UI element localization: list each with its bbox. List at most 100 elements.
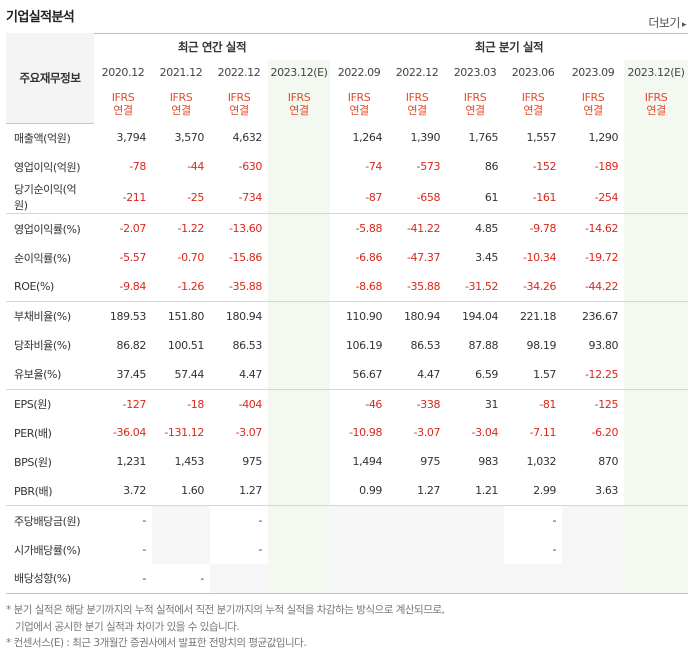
- value-cell: [624, 123, 689, 153]
- value-cell: 1.21: [446, 476, 505, 507]
- row-label: 부채비율(%): [14, 310, 71, 324]
- value-cell: 975: [242, 455, 262, 469]
- value-cell: 1.60: [152, 476, 210, 507]
- value-cell: -3.07: [235, 426, 263, 440]
- value-cell: 236.67: [581, 309, 619, 323]
- value-cell: 4,632: [232, 131, 263, 145]
- period-header: 2023.12(E): [268, 60, 331, 85]
- value-cell: 4.47: [210, 359, 268, 390]
- value-cell: -: [552, 543, 557, 557]
- value-cell: -3.07: [413, 426, 441, 440]
- value-cell: 61: [446, 181, 505, 215]
- value-cell: [504, 563, 563, 594]
- value-cell: [330, 535, 389, 564]
- more-link[interactable]: 더보기 ▸: [648, 14, 686, 31]
- table-row: PBR(배) 3.72 1.60 1.27 0.99 1.27 1.21 2.99 3.63: [6, 476, 689, 507]
- value-cell: -8.68: [330, 272, 389, 302]
- value-cell: 100.51: [167, 338, 204, 352]
- value-cell: -41.22: [406, 222, 441, 236]
- row-label: 당좌비율(%): [14, 339, 71, 353]
- basis-consolidation: 연결: [289, 104, 309, 117]
- period-header: 2022.12: [217, 66, 261, 79]
- value-cell: -2.07: [119, 222, 147, 236]
- value-cell: 87.88: [468, 338, 499, 352]
- value-cell: 3,570: [174, 131, 205, 145]
- row-label: 당기순이익(억원): [6, 181, 94, 215]
- footnote-consensus: * 컨센서스(E) : 최근 3개월간 증권사에서 발표한 전망치의 평균값입니…: [6, 637, 307, 649]
- value-cell: -734: [210, 181, 268, 215]
- value-cell: 1,264: [352, 131, 383, 145]
- value-cell: -: [258, 514, 262, 528]
- value-cell: -46: [365, 397, 383, 411]
- value-cell: -44: [187, 160, 204, 174]
- value-cell: 1,765: [468, 131, 499, 145]
- value-cell: 86.53: [232, 338, 263, 352]
- value-cell: [624, 181, 689, 215]
- value-cell: 56.67: [330, 359, 389, 390]
- value-cell: 57.44: [152, 359, 210, 390]
- value-cell: 1,231: [116, 455, 147, 469]
- value-cell: -1.22: [177, 222, 205, 236]
- value-cell: 93.80: [588, 338, 619, 352]
- row-label: 주당배당금(원): [14, 514, 81, 528]
- value-cell: -25: [152, 181, 210, 215]
- basis-consolidation: 연결: [113, 104, 133, 117]
- value-cell: [624, 272, 689, 302]
- value-cell: -31.52: [446, 272, 505, 302]
- value-cell: 180.94: [403, 309, 441, 323]
- table-row: 배당성향(%) - -: [6, 563, 689, 594]
- row-label: 영업이익(억원): [14, 160, 81, 174]
- value-cell: -125: [594, 397, 619, 411]
- value-cell: -10.34: [522, 251, 557, 265]
- row-header-label: 주요재무정보: [6, 33, 94, 124]
- value-cell: [268, 535, 331, 564]
- value-cell: 983: [478, 455, 499, 469]
- value-cell: -: [152, 563, 210, 594]
- value-cell: -35.88: [388, 272, 447, 302]
- value-cell: 151.80: [167, 309, 204, 323]
- value-cell: -573: [416, 160, 441, 174]
- value-cell: -: [94, 563, 152, 594]
- value-cell: -35.88: [210, 272, 268, 302]
- row-label: PBR(배): [6, 476, 94, 507]
- value-cell: [562, 505, 625, 536]
- period-header: 2021.12: [159, 66, 203, 79]
- table-row: EPS(원) -127 -18 -404 -46 -338 31 -81 -125: [6, 389, 689, 419]
- value-cell: -9.84: [94, 272, 152, 302]
- row-label: BPS(원): [14, 455, 52, 469]
- value-cell: [624, 213, 689, 244]
- period-header: 2020.12: [101, 66, 145, 79]
- value-cell: -47.37: [406, 251, 441, 265]
- value-cell: 37.45: [94, 359, 152, 390]
- more-link-label: 더보기: [648, 16, 680, 30]
- row-label: EPS(원): [14, 398, 51, 412]
- table-row: 순이익률(%) -5.57 -0.70 -15.86 -6.86 -47.37 3.45 -1…: [6, 243, 689, 273]
- value-cell: 1.27: [210, 476, 268, 507]
- value-cell: -78: [129, 160, 146, 174]
- value-cell: -34.26: [504, 272, 563, 302]
- value-cell: -131.12: [164, 426, 204, 440]
- financial-table: 주요재무정보 최근 연간 실적 최근 분기 실적 2020.12 2021.12 2…: [6, 33, 689, 594]
- value-cell: -13.60: [228, 222, 262, 236]
- table-row: ROE(%) -9.84 -1.26 -35.88 -8.68 -35.88 -31.52-…: [6, 272, 689, 302]
- value-cell: [624, 535, 689, 564]
- table-row: 당좌비율(%) 86.82 100.51 86.53 106.19 86.53 87.88 9…: [6, 330, 689, 360]
- basis-consolidation: 연결: [583, 104, 603, 117]
- value-cell: 3,794: [116, 131, 147, 145]
- row-label: 매출액(억원): [14, 131, 71, 145]
- value-cell: [268, 123, 331, 153]
- row-label: 배당성향(%): [6, 563, 94, 594]
- value-cell: 1,557: [526, 131, 557, 145]
- value-cell: -19.72: [584, 251, 619, 265]
- row-label: 시가배당률(%): [14, 543, 81, 557]
- value-cell: [268, 447, 331, 477]
- value-cell: -5.88: [355, 222, 383, 236]
- basis-consolidation: 연결: [465, 104, 485, 117]
- section-title: 기업실적분석: [6, 10, 75, 25]
- basis-standard: IFRS: [644, 91, 668, 104]
- value-cell: -12.25: [562, 359, 625, 390]
- value-cell: [152, 505, 210, 536]
- value-cell: [446, 505, 505, 536]
- basis-consolidation: 연결: [229, 104, 249, 117]
- footnote-quarterly-cont: 기업에서 공시한 분기 실적과 차이가 있을 수 있습니다.: [15, 620, 240, 633]
